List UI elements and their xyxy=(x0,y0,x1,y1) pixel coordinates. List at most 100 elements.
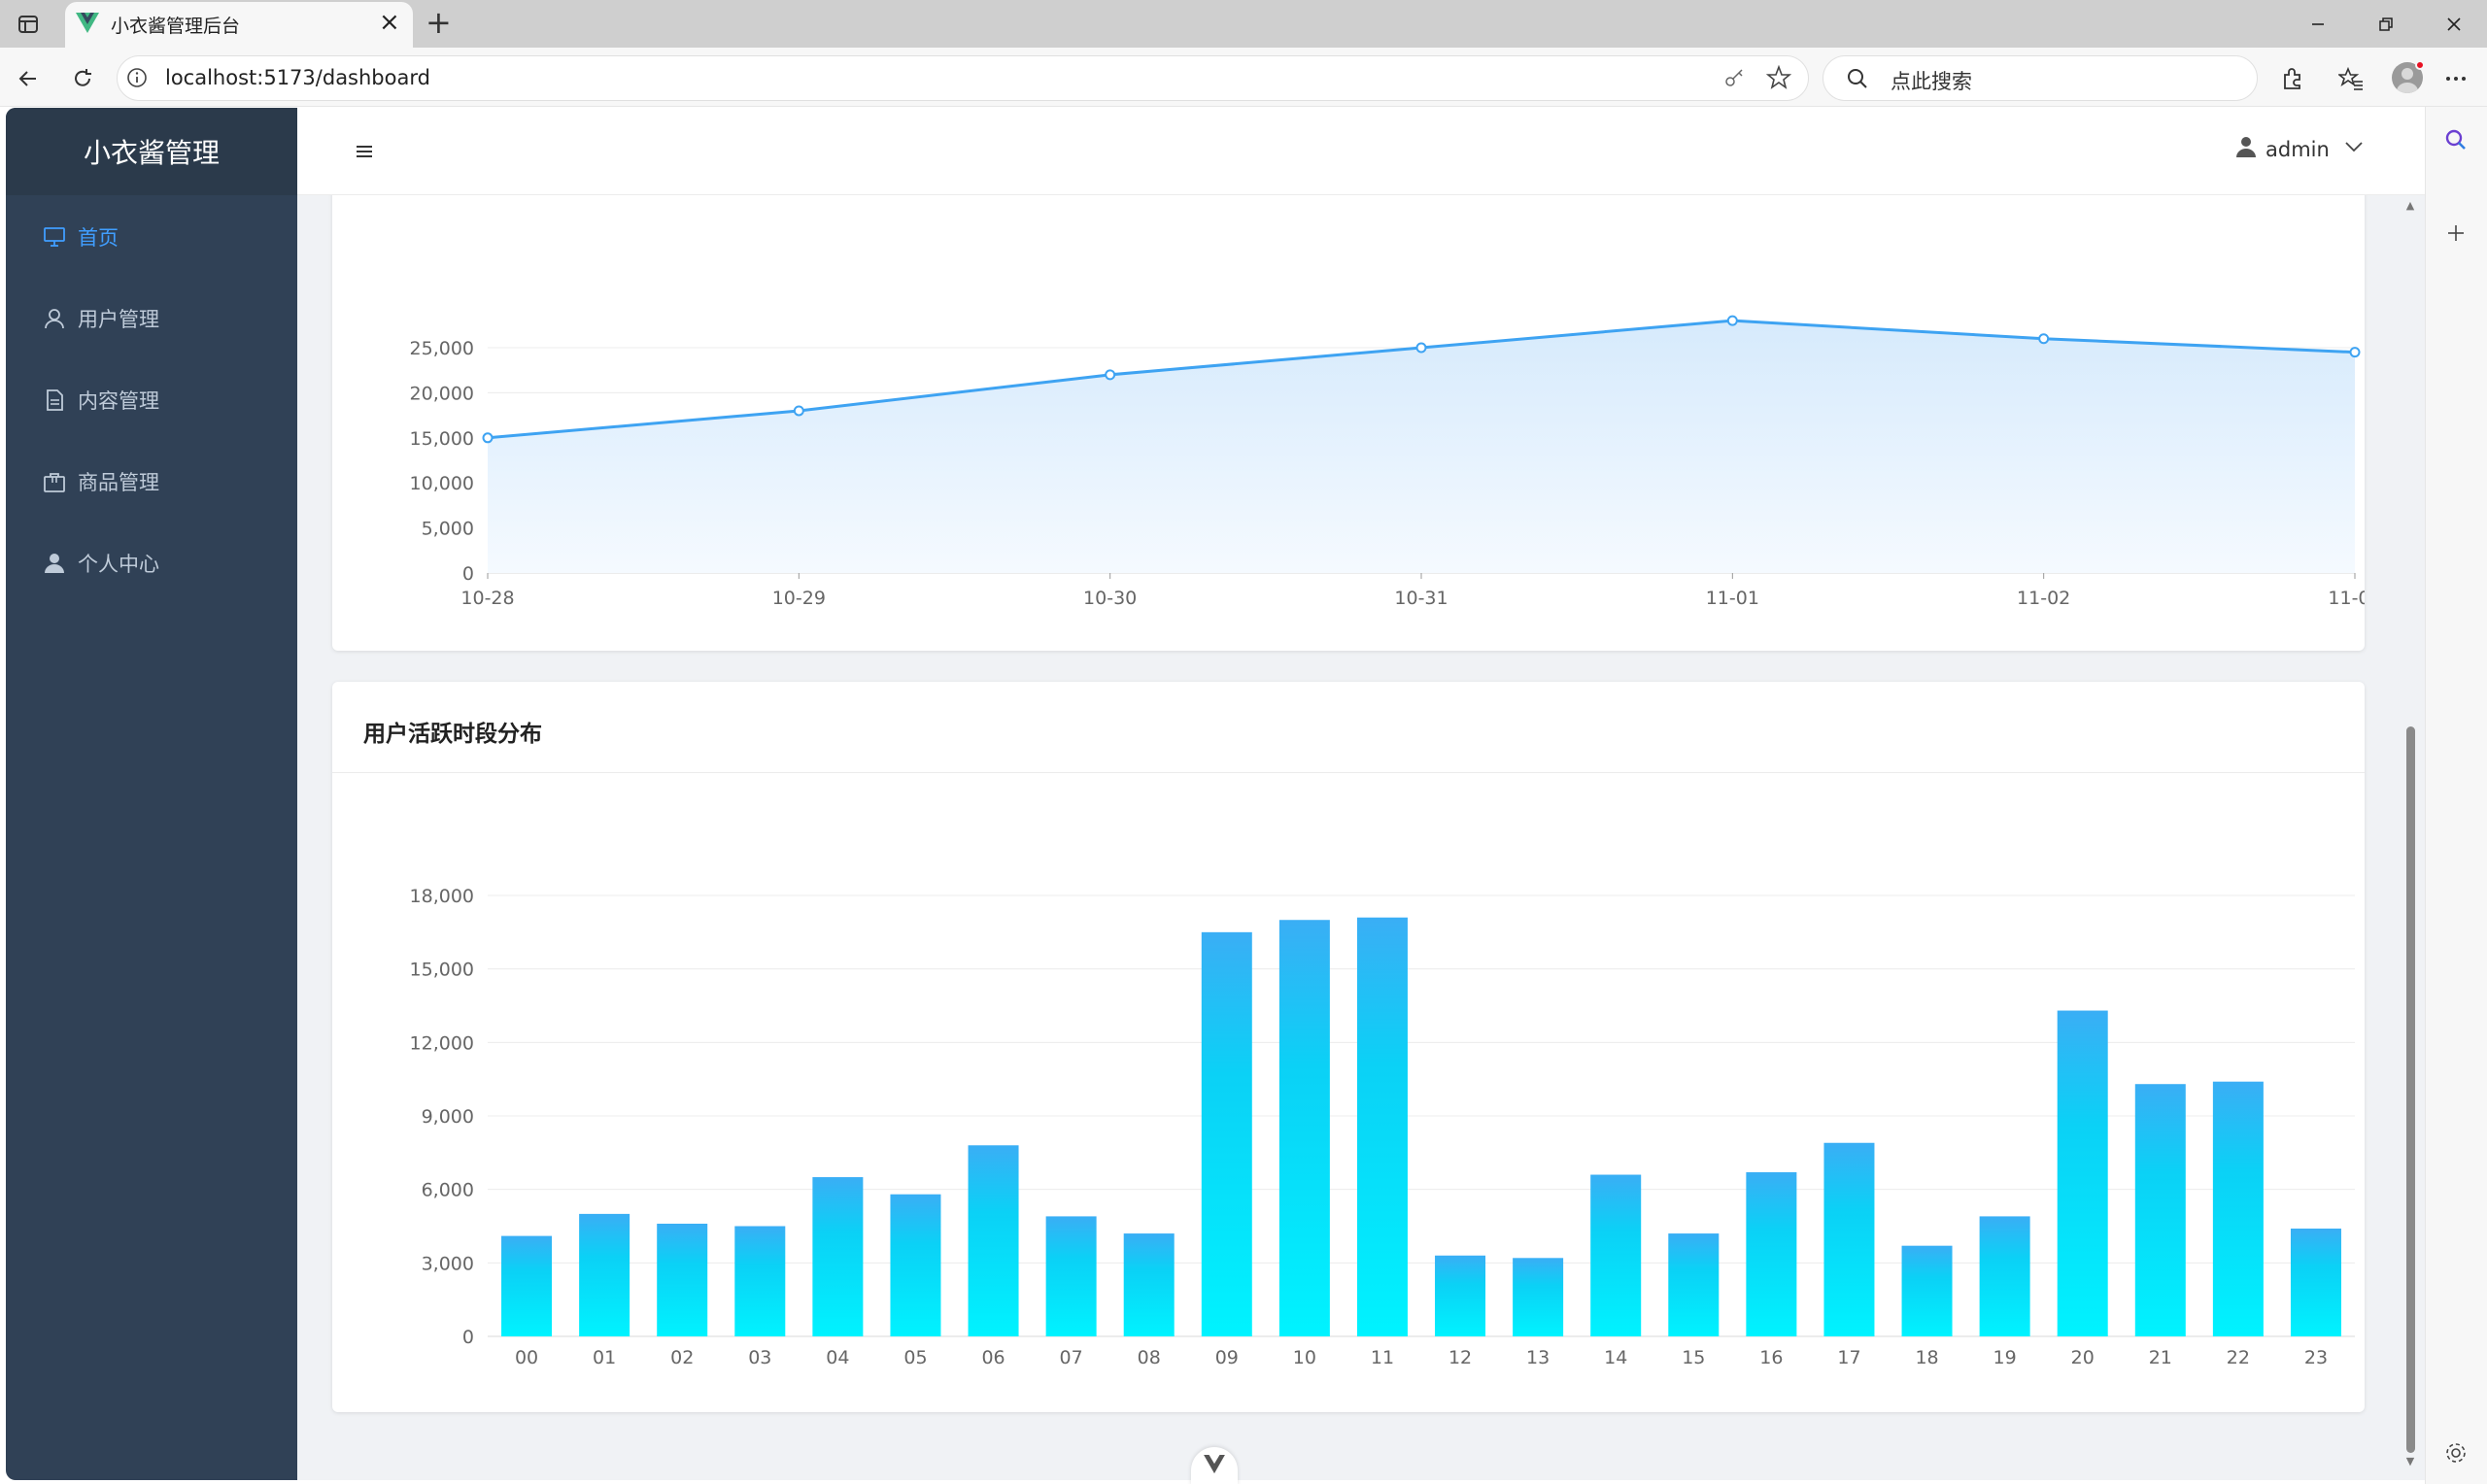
sidebar-item-users[interactable]: 用户管理 xyxy=(6,278,297,359)
card-divider xyxy=(332,772,2365,773)
vue-devtools-icon[interactable] xyxy=(1191,1447,1238,1484)
sidebar-item-label: 首页 xyxy=(78,226,119,250)
browser-search-field[interactable] xyxy=(1823,55,2258,101)
card-title: 用户活跃时段分布 xyxy=(363,722,542,747)
sidebar-item-home[interactable]: 首页 xyxy=(6,196,297,278)
add-sidebar-icon[interactable] xyxy=(2440,218,2471,249)
x-tick-label: 02 xyxy=(670,1347,694,1368)
goods-icon xyxy=(41,468,68,495)
sidebar-item-goods[interactable]: 商品管理 xyxy=(6,441,297,523)
brand-title: 小衣酱管理 xyxy=(6,108,297,195)
sidebar-item-label: 个人中心 xyxy=(78,553,159,576)
x-tick-label: 15 xyxy=(1682,1347,1705,1368)
bar xyxy=(2290,1229,2341,1336)
bar xyxy=(1435,1255,1486,1336)
bar xyxy=(1823,1142,1875,1336)
menu-toggle-icon[interactable] xyxy=(352,139,377,164)
extensions-icon[interactable] xyxy=(2277,63,2308,94)
bar xyxy=(812,1177,864,1336)
data-point xyxy=(1105,369,1116,381)
x-tick-label: 12 xyxy=(1448,1347,1472,1368)
x-tick-label: 06 xyxy=(981,1347,1005,1368)
search-placeholder: 点此搜索 xyxy=(1891,70,1972,93)
data-point xyxy=(482,432,494,444)
y-tick-label: 5,000 xyxy=(422,519,474,540)
tab-title: 小衣酱管理后台 xyxy=(111,16,241,37)
scrollbar-thumb[interactable] xyxy=(2406,726,2415,1453)
sidebar-item-content[interactable]: 内容管理 xyxy=(6,359,297,441)
bar xyxy=(1901,1245,1953,1336)
x-tick-label: 11-03 xyxy=(2328,588,2365,609)
y-tick-label: 18,000 xyxy=(410,886,474,907)
y-tick-label: 6,000 xyxy=(422,1180,474,1201)
username: admin xyxy=(2266,137,2330,161)
x-tick-label: 11 xyxy=(1371,1347,1394,1368)
bar xyxy=(579,1213,630,1336)
x-tick-label: 17 xyxy=(1837,1347,1860,1368)
x-tick-label: 19 xyxy=(1993,1347,2017,1368)
bar xyxy=(1979,1216,2030,1336)
notification-dot xyxy=(2415,60,2425,70)
password-key-icon[interactable] xyxy=(1723,67,1745,92)
browser-tab-strip xyxy=(0,0,2487,48)
reload-icon[interactable] xyxy=(66,62,99,95)
data-point xyxy=(2038,333,2050,345)
collections-icon[interactable] xyxy=(2335,63,2367,94)
favorite-star-icon[interactable] xyxy=(1765,64,1792,94)
url-field[interactable] xyxy=(117,55,1809,101)
user-icon xyxy=(2234,135,2258,163)
y-tick-label: 9,000 xyxy=(422,1106,474,1128)
url-text: localhost:5173/dashboard xyxy=(165,66,430,89)
browser-tab[interactable] xyxy=(65,2,413,48)
data-point xyxy=(1415,342,1427,354)
x-tick-label: 08 xyxy=(1138,1347,1161,1368)
sidebar-item-label: 内容管理 xyxy=(78,389,159,413)
new-tab-icon[interactable]: + xyxy=(426,4,452,41)
user-icon xyxy=(41,305,68,332)
document-icon xyxy=(41,387,68,414)
minimize-icon[interactable] xyxy=(2299,8,2337,41)
bar xyxy=(1746,1172,1797,1336)
data-point xyxy=(1726,315,1738,326)
tab-close-icon[interactable]: × xyxy=(379,8,400,37)
sidebar-settings-icon[interactable] xyxy=(2440,1437,2471,1468)
more-menu-icon[interactable] xyxy=(2440,63,2471,94)
x-tick-label: 21 xyxy=(2149,1347,2172,1368)
sidebar-item-label: 用户管理 xyxy=(78,308,159,331)
active-hours-chart: 0 3,000 6,000 9,000 12,000 15,000 18,000 00 01 02… xyxy=(410,886,2355,1368)
bar xyxy=(1045,1216,1097,1336)
app-header xyxy=(297,108,2425,195)
bar xyxy=(890,1194,941,1336)
bing-search-icon[interactable] xyxy=(2440,124,2471,155)
vue-logo-icon xyxy=(76,13,99,34)
restore-icon[interactable] xyxy=(2367,8,2405,41)
site-info-icon[interactable] xyxy=(126,67,148,92)
x-tick-label: 07 xyxy=(1060,1347,1083,1368)
app-sidebar xyxy=(6,108,297,1480)
x-tick-label: 16 xyxy=(1759,1347,1783,1368)
bar xyxy=(968,1145,1019,1336)
x-tick-label: 13 xyxy=(1526,1347,1550,1368)
y-tick-label: 0 xyxy=(462,563,474,585)
y-tick-label: 15,000 xyxy=(410,960,474,981)
tab-actions-icon[interactable] xyxy=(14,10,43,39)
x-tick-label: 04 xyxy=(826,1347,849,1368)
scroll-down-arrow-icon[interactable]: ▼ xyxy=(2405,1455,2415,1467)
search-icon xyxy=(1846,67,1869,94)
bar xyxy=(2212,1081,2264,1336)
y-tick-label: 0 xyxy=(462,1327,474,1348)
x-tick-label: 14 xyxy=(1604,1347,1627,1368)
bar xyxy=(1123,1233,1175,1336)
y-tick-label: 25,000 xyxy=(410,338,474,359)
x-tick-label: 18 xyxy=(1915,1347,1938,1368)
close-window-icon[interactable] xyxy=(2435,8,2473,41)
x-tick-label: 10 xyxy=(1293,1347,1316,1368)
avatar-icon xyxy=(41,550,68,577)
sidebar-item-profile[interactable]: 个人中心 xyxy=(6,523,297,604)
back-icon[interactable] xyxy=(12,62,45,95)
x-tick-label: 23 xyxy=(2304,1347,2328,1368)
user-dropdown[interactable]: admin xyxy=(2234,135,2365,163)
scroll-up-arrow-icon[interactable]: ▲ xyxy=(2405,199,2415,212)
data-point xyxy=(793,405,804,417)
y-tick-label: 15,000 xyxy=(410,428,474,450)
